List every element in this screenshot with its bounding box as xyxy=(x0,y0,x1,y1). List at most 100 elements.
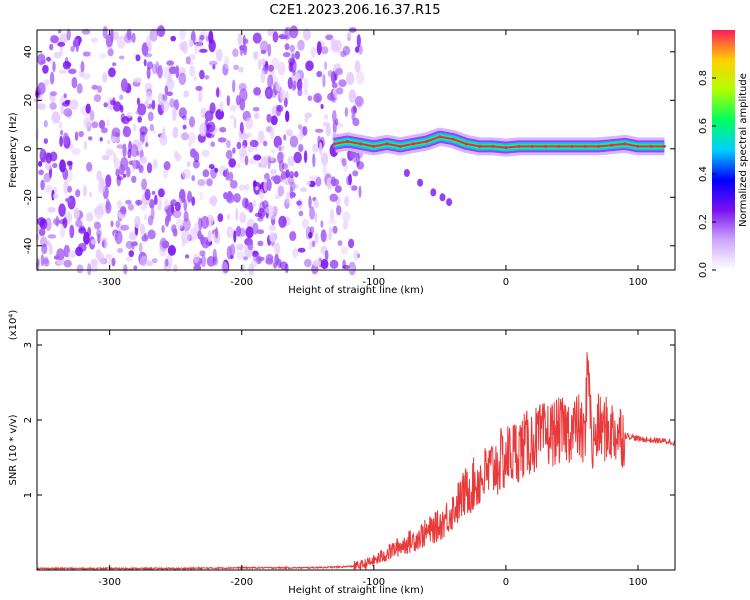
ridge-point xyxy=(610,143,614,147)
noise-blob xyxy=(330,37,335,51)
noise-blob xyxy=(149,199,155,209)
noise-blob xyxy=(83,140,88,150)
noise-blob xyxy=(170,204,174,214)
noise-blob xyxy=(76,83,83,94)
noise-blob xyxy=(275,82,281,92)
noise-blob xyxy=(117,35,126,49)
noise-blob xyxy=(336,205,342,216)
noise-blob xyxy=(126,28,132,41)
noise-blob xyxy=(113,31,119,41)
noise-blob xyxy=(86,212,94,222)
noise-blob xyxy=(140,255,149,267)
noise-blob xyxy=(331,176,336,185)
noise-blob xyxy=(64,99,71,105)
snr-x-axis-label: Height of straight line (km) xyxy=(288,585,424,596)
noise-blob xyxy=(279,89,286,102)
noise-blob xyxy=(314,128,324,133)
noise-blob xyxy=(117,247,124,254)
noise-blob xyxy=(108,258,113,267)
noise-blob xyxy=(209,196,218,205)
noise-blob xyxy=(37,217,46,226)
noise-blob xyxy=(131,175,137,184)
noise-blob xyxy=(226,245,232,260)
noise-blob xyxy=(232,48,239,58)
noise-blob xyxy=(277,185,285,197)
noise-blob xyxy=(138,164,144,174)
noise-blob xyxy=(181,132,189,141)
noise-blob xyxy=(122,173,127,178)
noise-blob xyxy=(298,144,304,152)
noise-blob xyxy=(285,263,289,274)
noise-blob xyxy=(181,168,191,179)
noise-blob xyxy=(123,264,128,275)
snr-y-axis-label: SNR (10 * v/v) xyxy=(8,414,19,485)
noise-blob xyxy=(206,178,213,187)
noise-blob xyxy=(215,48,223,62)
noise-blob xyxy=(113,152,117,164)
noise-blob xyxy=(148,41,152,53)
colorbar-tick-label: 0.8 xyxy=(698,70,709,86)
colorbar-ticks: 0.0 0.2 0.4 0.6 0.8 xyxy=(698,70,716,278)
ridge-point xyxy=(636,144,640,148)
noise-blob xyxy=(228,158,237,168)
noise-blob xyxy=(253,51,259,60)
noise-blob xyxy=(132,157,137,170)
noise-blob xyxy=(115,220,120,228)
noise-blob xyxy=(96,229,102,238)
ridge-point xyxy=(557,144,561,148)
noise-blob xyxy=(135,110,143,115)
noise-blob xyxy=(117,200,122,209)
noise-blob xyxy=(128,250,134,258)
noise-blob xyxy=(93,94,102,103)
noise-blob xyxy=(152,159,158,170)
noise-blob xyxy=(269,126,275,139)
noise-blob xyxy=(358,45,363,55)
snr-y-ticks: 1 2 3 xyxy=(23,342,675,498)
noise-blob xyxy=(62,217,68,229)
noise-blob xyxy=(119,206,127,215)
noise-blob xyxy=(330,71,337,84)
noise-blob xyxy=(166,208,171,221)
noise-blob xyxy=(201,149,210,157)
noise-blob xyxy=(38,160,43,167)
noise-blob xyxy=(236,243,245,251)
noise-blob xyxy=(121,116,130,125)
noise-blob xyxy=(104,240,108,250)
noise-blob xyxy=(235,208,239,221)
noise-blob xyxy=(304,112,313,119)
y-tick-label: 1 xyxy=(23,492,34,498)
noise-blob xyxy=(320,103,324,110)
noise-blob xyxy=(326,177,333,190)
noise-blob xyxy=(226,190,233,202)
noise-blob xyxy=(151,99,156,110)
noise-blob xyxy=(55,215,60,228)
noise-blob xyxy=(213,256,218,266)
noise-blob xyxy=(99,137,103,142)
noise-blob xyxy=(208,217,214,225)
ridge-point xyxy=(451,137,455,141)
noise-blob xyxy=(85,103,91,114)
noise-blob xyxy=(332,110,337,123)
noise-blob xyxy=(199,123,207,137)
noise-blob xyxy=(188,39,194,48)
noise-blob xyxy=(36,102,43,110)
x-tick-label: -100 xyxy=(362,577,385,588)
colorbar-tick-label: 0.6 xyxy=(698,118,709,134)
noise-blob xyxy=(179,41,187,51)
noise-blob xyxy=(266,178,272,192)
noise-blob xyxy=(147,111,154,122)
noise-blob xyxy=(197,179,206,186)
noise-blob xyxy=(98,179,106,194)
noise-blob xyxy=(146,61,154,70)
noise-blob xyxy=(69,224,75,239)
noise-blob xyxy=(63,108,73,117)
noise-blob xyxy=(348,89,357,103)
noise-blob xyxy=(324,114,328,120)
noise-blob xyxy=(308,175,318,180)
noise-blob xyxy=(224,56,230,69)
noise-blob xyxy=(76,264,84,274)
noise-blob xyxy=(149,28,158,42)
noise-blob xyxy=(83,116,91,129)
noise-blob xyxy=(43,138,48,145)
noise-blob xyxy=(146,260,154,267)
